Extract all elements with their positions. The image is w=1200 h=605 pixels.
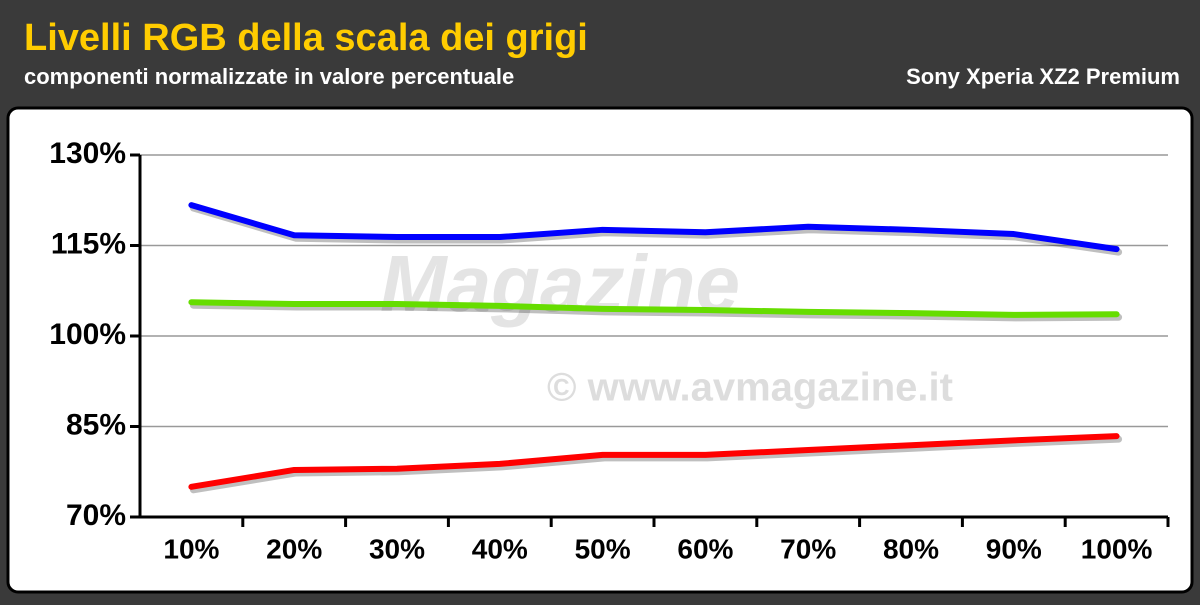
plot-panel	[6, 106, 1194, 594]
y-tick-label: 85%	[66, 408, 126, 441]
x-tick-label: 50%	[575, 533, 631, 564]
series-line	[188, 433, 1120, 490]
y-tick-label: 130%	[49, 137, 126, 170]
device-name: Sony Xperia XZ2 Premium	[906, 64, 1180, 89]
series-line	[188, 299, 1120, 318]
y-tick-label: 100%	[49, 318, 126, 351]
x-tick-label: 60%	[677, 533, 733, 564]
watermark-logo: Magazine	[380, 239, 740, 328]
x-tick-label: 10%	[163, 533, 219, 564]
x-tick-label: 80%	[883, 533, 939, 564]
chart-title: Livelli RGB della scala dei grigi	[24, 17, 588, 59]
x-tick-label: 90%	[986, 533, 1042, 564]
line-shadow	[189, 435, 1123, 494]
x-tick-label: 40%	[472, 533, 528, 564]
y-tick-label: 115%	[51, 227, 126, 260]
series-line	[188, 202, 1120, 253]
x-tick-label: 100%	[1081, 533, 1153, 564]
x-tick-label: 70%	[780, 533, 836, 564]
plot-area: 70% 85% 100% 115% 130% 10% 20% 30% 40% 50% 60% 70% 8…	[49, 137, 1170, 564]
watermark: © www.avmagazine.it	[547, 366, 953, 410]
x-tick-label: 20%	[266, 533, 322, 564]
y-tick-label: 70%	[66, 499, 126, 532]
x-tick-label: 30%	[369, 533, 425, 564]
chart-subtitle: componenti normalizzate in valore percen…	[24, 64, 514, 89]
